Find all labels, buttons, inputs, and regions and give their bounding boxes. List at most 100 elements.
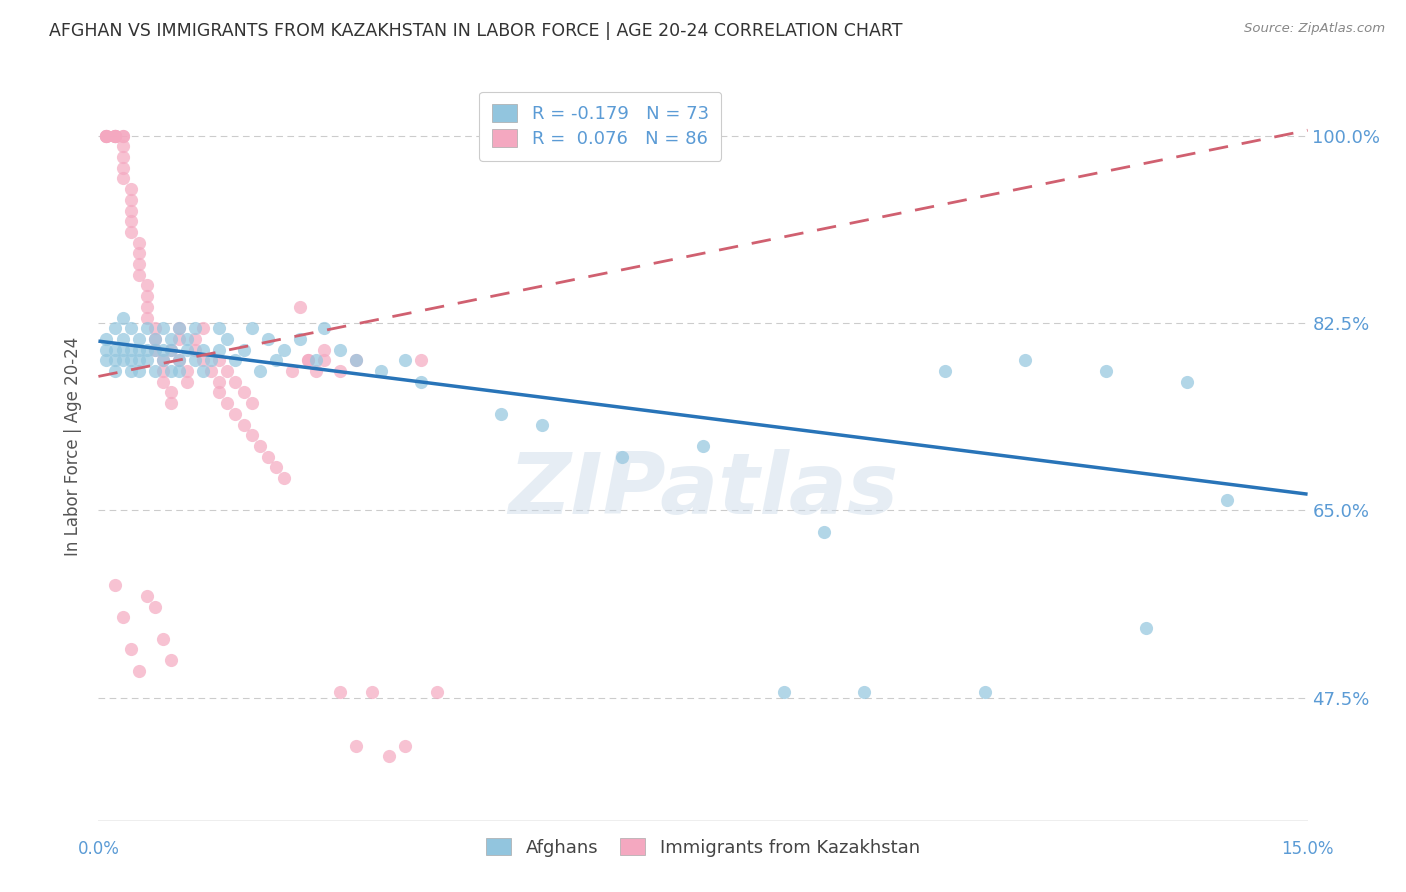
Point [232,343,254,357]
Legend: Afghans, Immigrants from Kazakhstan: Afghans, Immigrants from Kazakhstan [479,830,927,864]
Point [240,396,263,410]
Point [314,353,336,368]
Point [120,343,142,357]
Point [281,364,304,378]
Point [160,385,183,400]
Point [329,343,352,357]
Point [314,343,336,357]
Point [96,332,118,346]
Point [297,353,319,368]
Point [974,685,997,699]
Point [184,321,207,335]
Point [256,332,278,346]
Point [377,749,399,764]
Point [361,685,384,699]
Point [96,353,118,368]
Point [143,599,166,614]
Point [120,214,142,228]
Point [120,364,142,378]
Point [344,353,367,368]
Point [103,128,125,143]
Point [111,171,134,186]
Point [314,321,336,335]
Point [692,439,714,453]
Point [176,343,198,357]
Point [853,685,876,699]
Point [305,353,328,368]
Point [288,332,311,346]
Point [273,343,295,357]
Point [135,589,157,603]
Point [200,364,222,378]
Point [120,353,142,368]
Point [167,332,190,346]
Point [111,139,134,153]
Point [152,353,174,368]
Point [249,364,271,378]
Point [1095,364,1118,378]
Point [135,289,157,303]
Point [217,332,239,346]
Point [409,353,432,368]
Point [184,343,207,357]
Point [232,385,254,400]
Point [176,364,198,378]
Point [370,364,392,378]
Point [111,353,134,368]
Point [120,642,142,657]
Text: 0.0%: 0.0% [77,840,120,858]
Point [143,343,166,357]
Point [813,524,835,539]
Point [167,321,190,335]
Point [193,353,215,368]
Point [103,128,125,143]
Point [176,375,198,389]
Point [128,235,150,250]
Point [193,321,215,335]
Point [111,128,134,143]
Point [184,332,207,346]
Point [612,450,634,464]
Text: 15.0%: 15.0% [1281,840,1334,858]
Point [111,332,134,346]
Point [772,685,794,699]
Point [143,332,166,346]
Point [143,321,166,335]
Text: Source: ZipAtlas.com: Source: ZipAtlas.com [1244,22,1385,36]
Point [128,353,150,368]
Point [208,353,231,368]
Point [240,321,263,335]
Point [135,300,157,314]
Point [128,246,150,260]
Point [160,396,183,410]
Point [103,364,125,378]
Point [167,364,190,378]
Point [135,353,157,368]
Point [128,268,150,282]
Point [96,128,118,143]
Point [217,364,239,378]
Point [135,310,157,325]
Point [256,450,278,464]
Point [96,343,118,357]
Point [128,343,150,357]
Point [224,375,246,389]
Point [135,278,157,293]
Point [111,150,134,164]
Point [111,343,134,357]
Point [344,739,367,753]
Point [329,364,352,378]
Point [152,364,174,378]
Point [111,310,134,325]
Point [152,321,174,335]
Point [120,203,142,218]
Text: AFGHAN VS IMMIGRANTS FROM KAZAKHSTAN IN LABOR FORCE | AGE 20-24 CORRELATION CHAR: AFGHAN VS IMMIGRANTS FROM KAZAKHSTAN IN … [49,22,903,40]
Point [135,343,157,357]
Point [193,364,215,378]
Point [1135,621,1157,635]
Point [96,128,118,143]
Point [152,343,174,357]
Point [1216,492,1239,507]
Point [160,332,183,346]
Point [184,353,207,368]
